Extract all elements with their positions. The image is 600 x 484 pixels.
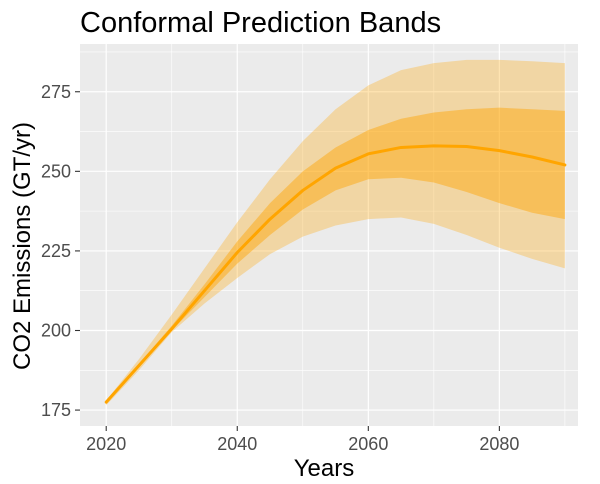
y-axis-title: CO2 Emissions (GT/yr) [9, 122, 36, 370]
x-tick-label: 2080 [479, 434, 519, 454]
y-axis: 175 200 225 250 275 [41, 82, 80, 420]
y-tick-label: 225 [41, 241, 71, 261]
y-tick-label: 200 [41, 321, 71, 341]
x-tick-label: 2060 [348, 434, 388, 454]
major-gridlines [80, 44, 578, 426]
inner-prediction-band [106, 107, 565, 404]
minor-gridlines [80, 44, 578, 426]
chart-title: Conformal Prediction Bands [80, 7, 441, 39]
y-tick-label: 175 [41, 400, 71, 420]
central-line [104, 144, 567, 404]
y-tick-label: 275 [41, 82, 71, 102]
x-axis: 2020 2040 2060 2080 [86, 426, 519, 454]
y-tick-label: 250 [41, 161, 71, 181]
plot-panel [80, 44, 578, 426]
x-tick-label: 2020 [86, 434, 126, 454]
x-axis-title: Years [294, 455, 355, 482]
central-estimate-line [104, 144, 567, 404]
x-tick-label: 2040 [217, 434, 257, 454]
